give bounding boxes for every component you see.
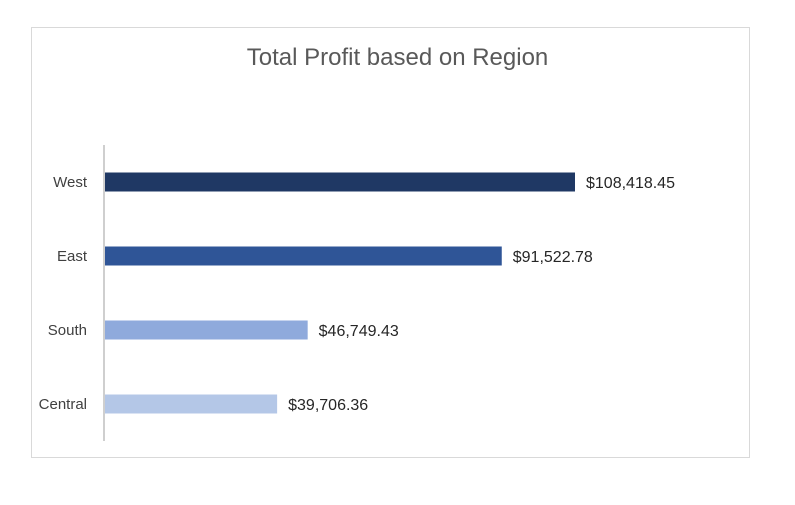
- data-label-central: $39,706.36: [288, 397, 368, 414]
- data-label-east: $91,522.78: [513, 249, 593, 266]
- data-label-south: $46,749.43: [319, 323, 399, 340]
- chart-container: [31, 27, 750, 458]
- chart-title: Total Profit based on Region: [246, 44, 549, 71]
- data-labels: $108,418.45 $91,522.78 $46,749.43 $39,706.3…: [288, 175, 675, 414]
- category-label-central: Central: [39, 396, 87, 413]
- bar-east: [105, 246, 502, 266]
- category-label-east: East: [57, 248, 88, 265]
- bar-south: [105, 320, 308, 340]
- bar-west: [105, 172, 575, 192]
- category-label-west: West: [53, 174, 88, 191]
- bars-layer: [105, 172, 575, 414]
- category-labels: West East South Central: [39, 174, 88, 413]
- bar-central: [105, 394, 278, 414]
- data-label-west: $108,418.45: [586, 175, 675, 192]
- category-label-south: South: [48, 322, 87, 339]
